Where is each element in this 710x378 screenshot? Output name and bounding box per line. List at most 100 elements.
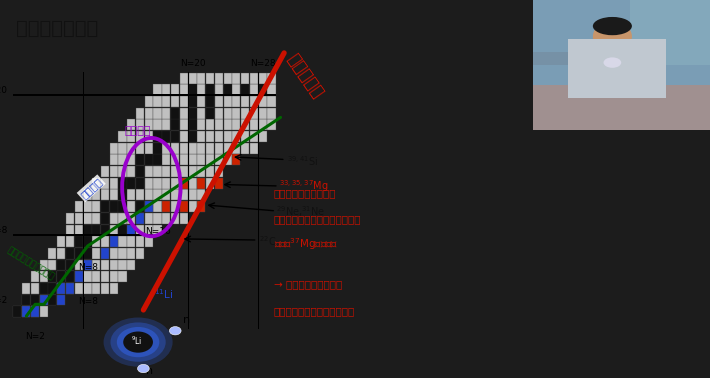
Text: $^{29}$Ne,$^{31}$Ne: $^{29}$Ne,$^{31}$Ne [276,204,325,219]
Bar [206,108,214,119]
Text: $^{33,35,}$$^{37}$Mg: $^{33,35,}$$^{37}$Mg [279,178,329,194]
Bar [66,213,74,224]
Bar [31,306,39,317]
Bar [145,213,153,224]
Bar [215,73,223,84]
Circle shape [104,318,173,367]
Bar [101,248,109,259]
Bar [75,260,83,270]
Bar [92,213,100,224]
Text: 中性子分離エネルギー: 中性子分離エネルギー [273,189,336,198]
Circle shape [111,322,165,362]
Bar [189,84,197,95]
Bar [109,236,118,247]
Bar [189,131,197,142]
Bar [57,260,65,270]
Bar [109,201,118,212]
Bar [189,96,197,107]
Bar [40,294,48,305]
Bar [13,306,21,317]
Bar [224,155,231,165]
Circle shape [170,327,181,335]
Bar [40,260,48,270]
Bar [258,72,259,329]
Bar [180,178,188,189]
Bar [206,178,214,189]
Bar [31,306,39,317]
Bar [153,131,162,142]
Bar [224,131,231,142]
Bar [206,84,214,95]
Bar [119,189,126,200]
Bar [75,201,83,212]
Bar [109,225,118,235]
Bar [83,201,92,212]
Bar [83,189,92,200]
Bar [215,155,223,165]
Bar [66,271,74,282]
Bar [180,155,188,165]
Bar [197,143,205,153]
Ellipse shape [593,17,632,35]
Bar [153,201,162,212]
Bar [48,271,57,282]
Bar [171,131,179,142]
Text: N=2: N=2 [26,332,45,341]
Bar [215,143,223,153]
Bar [180,189,188,200]
Bar [241,119,249,130]
Text: Z=2: Z=2 [0,296,8,305]
Bar [189,119,197,130]
Bar [31,271,39,282]
Bar [180,131,188,142]
Bar [189,119,197,130]
Bar [250,73,258,84]
Bar [136,189,144,200]
Bar [232,155,241,165]
Bar [101,178,109,189]
Bar [92,248,100,259]
Bar [75,236,83,247]
Circle shape [124,332,153,353]
Bar [101,283,109,294]
Bar [101,213,109,224]
Bar [13,94,276,96]
Bar [66,271,74,282]
Bar [145,155,153,165]
Bar [232,119,241,130]
Bar [180,166,188,177]
Bar [75,248,83,259]
Bar [153,108,162,119]
Bar [171,178,179,189]
Bar [83,248,92,259]
Bar [189,131,197,142]
Bar [136,155,144,165]
Bar [153,225,162,235]
Bar [119,271,126,282]
Bar [119,189,126,200]
Bar [136,166,144,177]
Bar [197,178,205,189]
Bar [215,108,223,119]
Bar [206,96,214,107]
Bar [57,260,65,270]
Bar [109,178,118,189]
Bar [163,119,170,130]
Text: $^{9}$Li: $^{9}$Li [131,335,143,347]
Bar [153,155,162,165]
Bar [75,248,83,259]
Text: るが、$^{37}$Mgでは不明: るが、$^{37}$Mgでは不明 [273,236,337,252]
Bar [119,225,126,235]
Bar [75,225,83,235]
Bar [215,131,223,142]
Bar [180,201,188,212]
Bar [119,201,126,212]
Bar [189,108,197,119]
Bar [127,178,136,189]
Bar [92,178,100,189]
Bar [153,213,162,224]
Bar [119,155,126,165]
Bar [258,131,267,142]
Bar [268,73,275,84]
Bar [57,283,65,294]
